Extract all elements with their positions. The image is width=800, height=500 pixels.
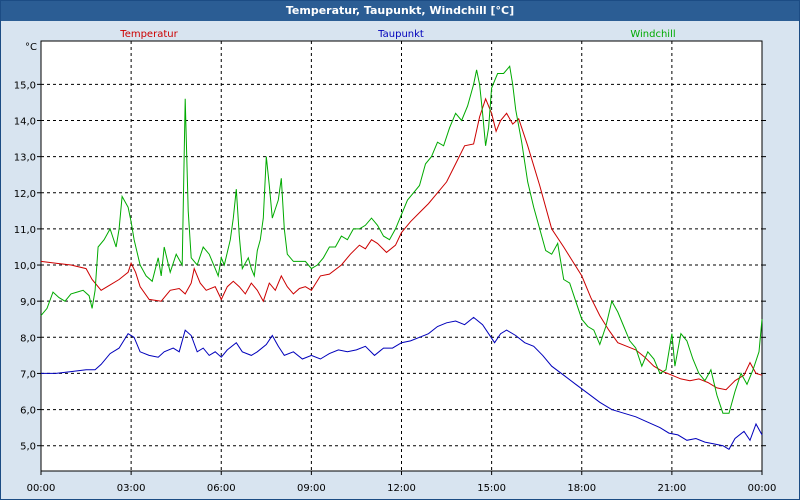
y-tick-label: 10,0 (14, 261, 36, 272)
y-axis-label: °C (25, 42, 37, 53)
y-tick-label: 14,0 (14, 116, 36, 127)
x-tick-time-label: 12:00 (387, 483, 416, 494)
series-line-temperatur (40, 97, 763, 391)
x-tick-time-label: 06:00 (207, 483, 236, 494)
x-tick-time-label: 09:00 (297, 483, 326, 494)
legend-windchill: Windchill (630, 29, 675, 40)
series-line-taupunkt (41, 316, 763, 450)
legend-temperatur: Temperatur (119, 29, 178, 40)
x-tick-time-label: 15:00 (477, 483, 506, 494)
y-tick-label: 7,0 (20, 369, 36, 380)
y-tick-label: 5,0 (20, 442, 36, 453)
y-tick-label: 12,0 (14, 189, 36, 200)
y-tick-label: 11,0 (14, 225, 36, 236)
series-line-windchill (40, 65, 763, 414)
chart-svg: 5,0 6,0 7,0 8,0 9,0 10,0 11,0 12,0 13,0 14,0 15,0 0… (14, 29, 777, 494)
y-tick-label: 6,0 (20, 406, 36, 417)
y-tick-label: 8,0 (20, 333, 36, 344)
chart-title: Temperatur, Taupunkt, Windchill [°C] (1, 1, 799, 21)
y-tick-label: 9,0 (20, 297, 36, 308)
y-tick-label: 15,0 (14, 80, 36, 91)
x-tick-time-label: 03:00 (117, 483, 146, 494)
x-tick-time-label: 18:00 (567, 483, 596, 494)
legend-taupunkt: Taupunkt (377, 29, 424, 40)
plot-area (40, 40, 763, 472)
y-tick-label: 13,0 (14, 153, 36, 164)
x-tick-time-label: 00:00 (27, 483, 56, 494)
x-tick-time-label: 00:00 (748, 483, 777, 494)
x-tick-time-label: 21:00 (657, 483, 686, 494)
